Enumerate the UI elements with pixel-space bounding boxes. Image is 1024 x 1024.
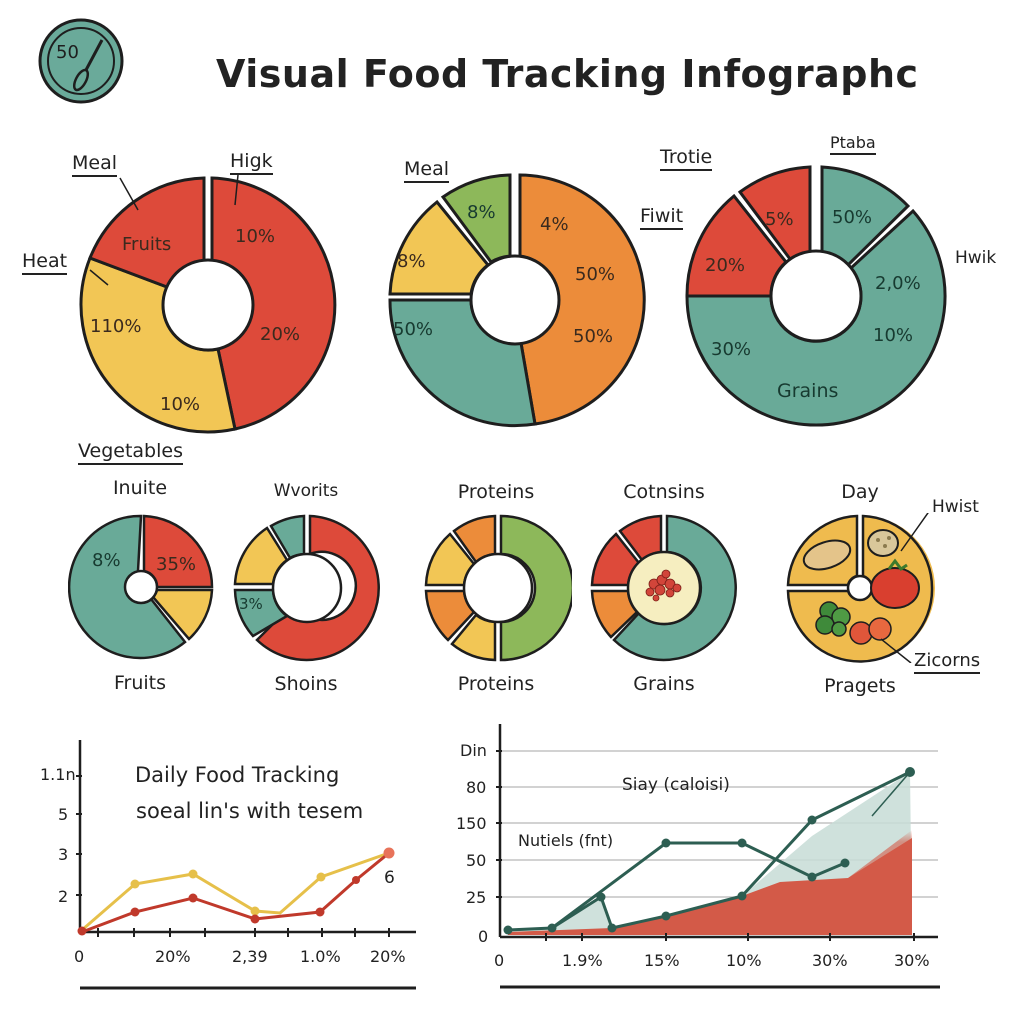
lettuce-icon [815, 601, 851, 637]
page-title: Visual Food Tracking Infographc [216, 52, 919, 96]
callout-vegetables: Vegetables [78, 440, 183, 465]
bread-icon [802, 539, 852, 571]
callout-higk: Higk [230, 150, 273, 175]
callout-trotie: Trotie [660, 146, 713, 171]
slice-label: 8% [467, 202, 496, 223]
slice-label: 50% [393, 319, 433, 340]
y-tick: 5 [58, 805, 68, 824]
plate-top-label: Day [841, 481, 879, 503]
slice-label: 10% [160, 394, 200, 415]
x-tick: 0 [494, 951, 504, 970]
tomatoes-icon [849, 617, 892, 645]
callout-heat: Heat [22, 250, 68, 275]
series-red-line [81, 851, 390, 934]
small-donut-3-bottom: Proteins [457, 673, 535, 695]
slice-label: 50% [573, 326, 613, 347]
small-donut-3 [424, 514, 572, 662]
y-tick: 3 [58, 845, 68, 864]
x-tick: 20% [155, 947, 191, 966]
series-label-siay: Siay (caloisi) [622, 775, 730, 795]
y-tick: 1.1n [40, 765, 76, 784]
logo-text: 50 [56, 42, 79, 63]
line-chart-daily-food: 1.1n 5 3 2 0 20% 2,39 1.0% 20% Daily Foo… [40, 740, 416, 990]
logo-badge: 50 [38, 18, 124, 104]
small-donut-2-bottom: Shoins [274, 673, 338, 695]
grain-pile-icon [645, 569, 682, 602]
x-tick: 30% [812, 951, 848, 970]
slice-label: 20% [705, 255, 745, 276]
slice-label: 30% [711, 339, 751, 360]
x-tick: 2,39 [232, 947, 268, 966]
small-donut-1-bottom: Fruits [113, 672, 167, 694]
y-tick: 50 [466, 851, 486, 870]
donut-chart-3: 50% 2,0% 10% Grains 30% 20% 5% [685, 165, 947, 427]
y-tick: 2 [58, 887, 68, 906]
slice-label: 4% [540, 214, 569, 235]
plate-bottom-label: Pragets [824, 675, 896, 697]
x-tick: 1.9% [562, 951, 603, 970]
y-tick: 0 [478, 927, 488, 946]
slice-label: 8% [92, 550, 121, 571]
y-tick: 80 [466, 778, 486, 797]
donut-chart-2: 4% 50% 50% 50% 8% 8% [388, 173, 646, 428]
callout-fiwit: Fiwit [640, 205, 684, 230]
small-donut-1-top: Inuite [112, 477, 168, 499]
slice-label: 50% [575, 264, 615, 285]
small-donut-2: 3% [233, 514, 380, 662]
series-siay-line [507, 894, 614, 932]
callout-zicorns: Zicorns [914, 650, 981, 674]
spoon-icon [72, 39, 104, 92]
callout-ptaba: Ptaba [830, 133, 876, 155]
slice-label: 10% [235, 226, 275, 247]
x-tick: 30% [894, 951, 930, 970]
food-plate [786, 513, 935, 663]
slice-label: 5% [765, 209, 794, 230]
slice-label: Grains [777, 380, 838, 402]
y-tick: 150 [456, 814, 487, 833]
area-chart-nutrients: Din 80 150 50 25 0 0 1.9% 15% 10% 30% 30… [456, 724, 940, 989]
series-label-nutiels: Nutiels (fnt) [518, 831, 613, 850]
small-donut-2-top: Wvorits [273, 481, 339, 501]
x-tick: 10% [726, 951, 762, 970]
slice-label: 2,0% [875, 273, 921, 294]
red-area [508, 838, 912, 935]
callout-meal-2: Meal [404, 158, 450, 183]
slice-label: 10% [873, 325, 913, 346]
chart-subtitle: soeal lin's with tesem [136, 799, 363, 823]
slice-label: 20% [260, 324, 300, 345]
y-tick: Din [460, 741, 487, 760]
slice-label: 8% [397, 251, 426, 272]
x-tick: 1.0% [300, 947, 341, 966]
x-tick: 15% [644, 951, 680, 970]
callout-hwist: Hwist [932, 497, 979, 517]
callout-meal: Meal [72, 152, 118, 177]
slice-label: 50% [832, 207, 872, 228]
tomato-icon [870, 558, 920, 609]
slice-label: Fruits [122, 234, 171, 255]
grain-icon [867, 529, 899, 557]
x-tick: 0 [74, 947, 84, 966]
donut-chart-1: 10% 20% 10% 110% Fruits [79, 174, 337, 434]
small-donut-4 [590, 514, 737, 662]
slice-label: 3% [239, 595, 263, 613]
small-donut-1: 8% 35% [68, 514, 214, 660]
data-annotation: 6 [384, 868, 395, 888]
small-donut-4-bottom: Grains [633, 673, 695, 695]
small-donut-4-top: Cotnsins [623, 481, 705, 503]
callout-hwik: Hwik [955, 248, 997, 268]
y-tick: 25 [466, 888, 486, 907]
slice-label: 35% [156, 554, 196, 575]
small-donut-3-top: Proteins [457, 481, 535, 503]
chart-title: Daily Food Tracking [135, 763, 339, 787]
x-tick: 20% [370, 947, 406, 966]
slice-label: 110% [90, 316, 141, 337]
